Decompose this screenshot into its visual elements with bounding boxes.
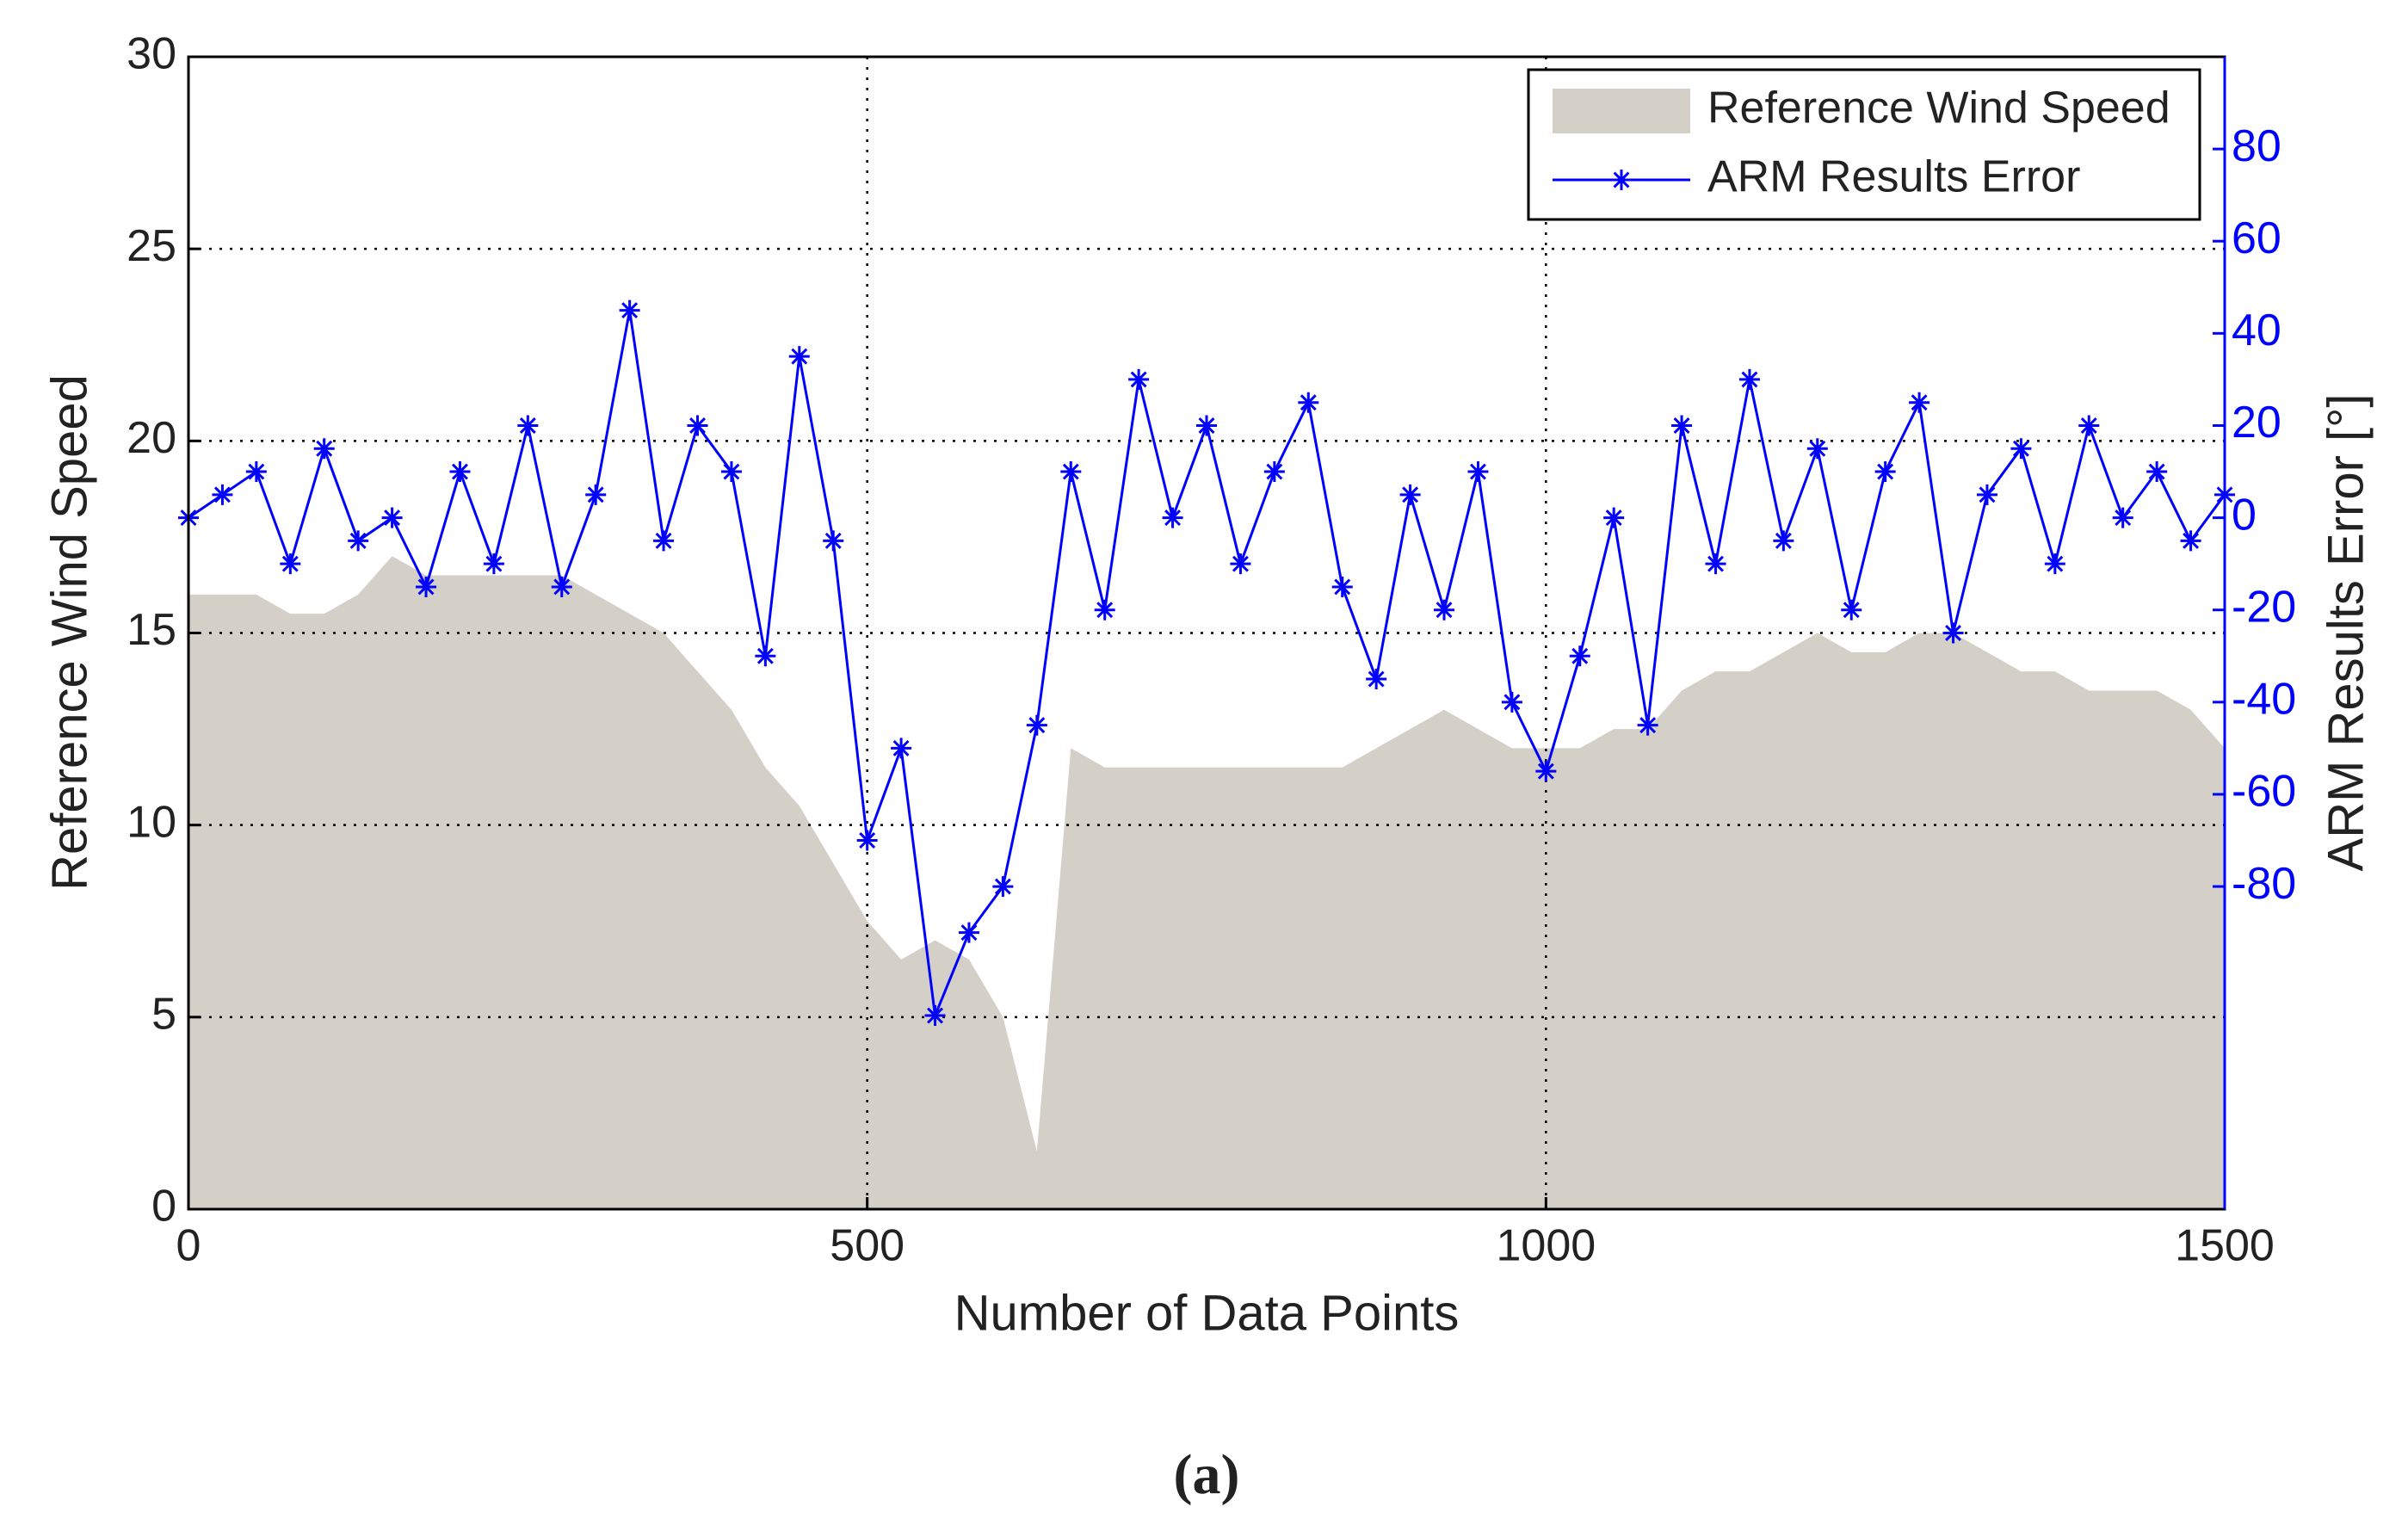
y2-tick-label: 60 <box>2232 213 2281 263</box>
marker <box>2180 530 2201 552</box>
y2-tick-label: 80 <box>2232 121 2281 171</box>
y-tick-label: 5 <box>151 990 176 1040</box>
x-tick-label: 0 <box>176 1221 201 1271</box>
marker <box>449 461 471 483</box>
marker <box>755 645 776 667</box>
marker <box>958 922 979 943</box>
marker <box>1569 645 1590 667</box>
legend-swatch <box>1553 89 1690 133</box>
marker <box>1874 461 1896 483</box>
marker <box>2112 507 2133 528</box>
marker <box>2078 415 2100 436</box>
marker <box>1637 714 1658 736</box>
marker <box>1128 368 1150 390</box>
y2-tick-label: -40 <box>2232 675 2296 725</box>
y-tick-label: 15 <box>127 605 176 655</box>
marker <box>1230 553 1251 575</box>
marker <box>1806 438 1828 460</box>
y-tick-label: 20 <box>127 413 176 463</box>
marker <box>1942 622 1964 644</box>
x-tick-label: 1000 <box>1496 1221 1596 1271</box>
marker <box>1298 392 1319 413</box>
marker <box>1467 461 1489 483</box>
marker <box>992 876 1014 898</box>
marker <box>245 461 267 483</box>
y2-tick-label: -60 <box>2232 767 2296 817</box>
y-axis-label: Reference Wind Speed <box>41 374 97 891</box>
marker <box>212 484 233 505</box>
marker <box>1060 461 1082 483</box>
marker <box>585 484 607 505</box>
y-tick-label: 10 <box>127 797 176 847</box>
marker <box>619 299 640 321</box>
x-axis-label: Number of Data Points <box>954 1285 1460 1341</box>
marker <box>1399 484 1421 505</box>
marker <box>788 346 810 367</box>
marker <box>381 507 403 528</box>
marker <box>1094 599 1115 620</box>
y-tick-label: 25 <box>127 221 176 271</box>
y2-axis-label: ARM Results Error [°] <box>2318 394 2374 872</box>
marker <box>653 530 675 552</box>
y2-tick-label: -20 <box>2232 582 2296 632</box>
marker <box>1909 392 1930 413</box>
marker <box>313 438 335 460</box>
marker <box>891 738 912 759</box>
marker <box>1603 507 1625 528</box>
marker <box>1671 415 1693 436</box>
marker <box>856 830 878 851</box>
legend-label: ARM Results Error <box>1707 152 2080 202</box>
marker <box>1162 507 1183 528</box>
marker <box>1773 530 1794 552</box>
marker <box>1535 761 1557 782</box>
marker <box>1976 484 1997 505</box>
y2-tick-label: 20 <box>2232 398 2281 448</box>
marker <box>551 576 572 597</box>
marker <box>1331 576 1353 597</box>
marker <box>1263 461 1285 483</box>
marker <box>483 553 504 575</box>
legend-label: Reference Wind Speed <box>1707 83 2170 133</box>
marker <box>1026 714 1047 736</box>
marker <box>416 576 437 597</box>
marker <box>687 415 708 436</box>
marker <box>720 461 742 483</box>
marker <box>517 415 539 436</box>
y2-tick-label: 0 <box>2232 490 2257 540</box>
legend-marker <box>1611 170 1632 190</box>
y-tick-label: 0 <box>151 1182 176 1232</box>
x-tick-label: 500 <box>830 1221 905 1271</box>
marker <box>1501 691 1522 713</box>
marker <box>1434 599 1455 620</box>
marker <box>1738 368 1760 390</box>
y2-tick-label: -80 <box>2232 859 2296 909</box>
marker <box>924 1005 946 1027</box>
marker <box>1705 553 1726 575</box>
marker <box>823 530 844 552</box>
marker <box>1366 669 1387 690</box>
caption: (a) <box>1174 1443 1240 1506</box>
marker <box>2010 438 2032 460</box>
marker <box>1841 599 1862 620</box>
y-tick-label: 30 <box>127 29 176 79</box>
marker <box>2044 553 2065 575</box>
marker <box>280 553 301 575</box>
marker <box>1196 415 1217 436</box>
marker <box>348 530 369 552</box>
x-tick-label: 1500 <box>2175 1221 2275 1271</box>
y2-tick-label: 40 <box>2232 306 2281 355</box>
area <box>188 556 2225 1209</box>
marker <box>2146 461 2168 483</box>
